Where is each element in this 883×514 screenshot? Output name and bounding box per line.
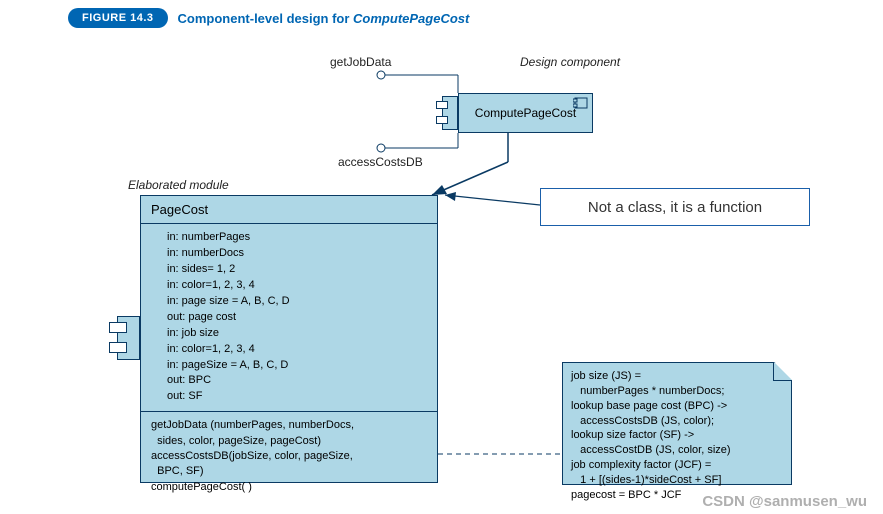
note-line: 1 + [(sides-1)*sideCost + SF] [571, 473, 783, 488]
op-row: sides, color, pageSize, pageCost) [151, 434, 431, 449]
attr-row: in: page size = A, B, C, D [167, 294, 437, 310]
component-name: ComputePageCost [475, 106, 576, 120]
op-row: computePageCost( ) [151, 480, 431, 495]
op-row: accessCostsDB(jobSize, color, pageSize, [151, 449, 431, 464]
pagecost-interface-bar-bottom [109, 342, 127, 353]
function-callout: Not a class, it is a function [540, 188, 810, 226]
elaborated-module-label: Elaborated module [128, 178, 229, 192]
design-component-label: Design component [520, 55, 620, 69]
note-line: accessCostsDB (JS, color); [571, 414, 783, 429]
note-line: numberPages * numberDocs; [571, 384, 783, 399]
attr-row: in: numberPages [167, 230, 437, 246]
op-row: getJobData (numberPages, numberDocs, [151, 418, 431, 433]
interface-bar-bottom [436, 116, 448, 124]
note-line: job size (JS) = [571, 369, 783, 384]
attr-row: in: color=1, 2, 3, 4 [167, 342, 437, 358]
diagram-canvas: Design component getJobData accessCostsD… [0, 0, 883, 514]
component-stereotype-icon [573, 97, 589, 109]
note-line: job complexity factor (JCF) = [571, 458, 783, 473]
pagecost-interface-bar-top [109, 322, 127, 333]
note-line: accessCostDB (JS, color, size) [571, 443, 783, 458]
note-line: lookup size factor (SF) -> [571, 428, 783, 443]
algorithm-note: job size (JS) = numberPages * numberDocs… [562, 362, 792, 485]
pagecost-class-box: PageCost in: numberPages in: numberDocs … [140, 195, 438, 483]
attr-row: in: sides= 1, 2 [167, 262, 437, 278]
pagecost-operations: getJobData (numberPages, numberDocs, sid… [141, 412, 437, 501]
accesscostsdb-label: accessCostsDB [338, 155, 423, 169]
pagecost-header: PageCost [141, 196, 437, 224]
note-line: lookup base page cost (BPC) -> [571, 399, 783, 414]
attr-row: out: page cost [167, 310, 437, 326]
callout-text: Not a class, it is a function [588, 199, 762, 216]
attr-row: in: job size [167, 326, 437, 342]
attr-row: out: SF [167, 389, 437, 405]
attr-row: in: pageSize = A, B, C, D [167, 358, 437, 374]
watermark: CSDN @sanmusen_wu [702, 493, 867, 510]
pagecost-attributes: in: numberPages in: numberDocs in: sides… [141, 224, 437, 412]
attr-row: out: BPC [167, 373, 437, 389]
op-row: BPC, SF) [151, 464, 431, 479]
getjobdata-label: getJobData [330, 55, 391, 69]
note-fold-diag [774, 362, 792, 380]
compute-page-cost-component: ComputePageCost [458, 93, 593, 133]
interface-bar-top [436, 101, 448, 109]
attr-row: in: color=1, 2, 3, 4 [167, 278, 437, 294]
attr-row: in: numberDocs [167, 246, 437, 262]
